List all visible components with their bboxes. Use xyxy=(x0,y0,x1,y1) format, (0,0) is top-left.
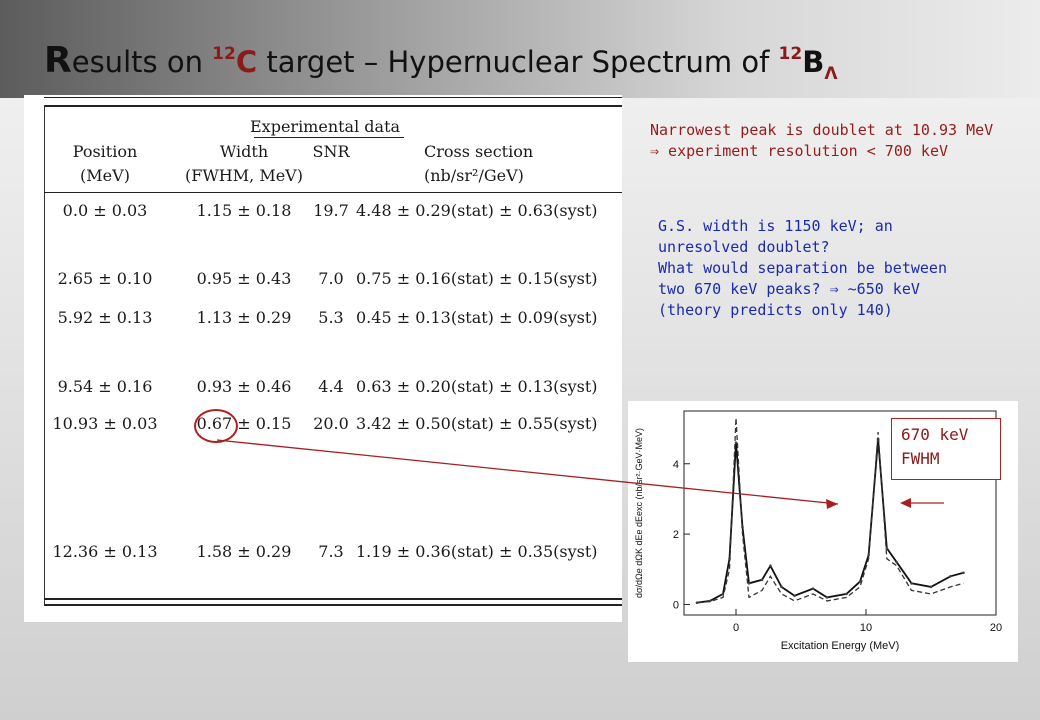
fwhm-annotation-label: FWHM xyxy=(901,449,940,468)
plot-frame xyxy=(683,410,997,616)
cell-snr: 7.0 xyxy=(318,269,344,288)
doublet-note-line: G.S. width is 1150 keV; an xyxy=(658,217,893,235)
y-tick-label: 0 xyxy=(673,599,679,611)
fwhm-annotation: 670 keV FWHM xyxy=(891,418,1001,480)
data-point xyxy=(780,585,783,589)
table-bottom-rule xyxy=(44,598,622,600)
resolution-note: Narrowest peak is doublet at 10.93 MeV ⇒… xyxy=(650,120,993,162)
cell-position: 10.93 ± 0.03 xyxy=(52,414,158,433)
cell-snr: 7.3 xyxy=(318,542,344,561)
data-point xyxy=(929,585,933,589)
cell-snr: 20.0 xyxy=(313,414,349,433)
header-position: Position xyxy=(72,142,138,161)
table-top-rule xyxy=(44,97,622,98)
title-sup-1: 12 xyxy=(212,44,236,65)
title-initial: R xyxy=(44,40,72,81)
cell-cross-section: 0.63 ± 0.20(stat) ± 0.13(syst) xyxy=(356,377,598,396)
data-point xyxy=(867,553,870,557)
cell-width: 1.58 ± 0.29 xyxy=(196,542,292,561)
cell-position: 2.65 ± 0.10 xyxy=(57,269,153,288)
table-top-rule-2 xyxy=(44,105,622,107)
header-width: Width xyxy=(219,142,269,161)
cell-cross-section: 3.42 ± 0.50(stat) ± 0.55(syst) xyxy=(356,414,598,433)
header-position-unit: (MeV) xyxy=(80,166,130,185)
cell-position: 0.0 ± 0.03 xyxy=(62,201,148,220)
cell-cross-section: 4.48 ± 0.29(stat) ± 0.63(syst) xyxy=(356,201,598,220)
data-point xyxy=(721,592,725,596)
cell-snr: 19.7 xyxy=(313,201,349,220)
cell-width: 0.93 ± 0.46 xyxy=(196,377,292,396)
group-title-underline xyxy=(254,137,404,138)
data-point xyxy=(858,580,862,583)
title-element-b: B xyxy=(802,45,825,79)
table-group-title: Experimental data xyxy=(250,117,401,136)
title-text-1: esults on xyxy=(71,45,213,79)
header-width-unit: (FWHM, MeV) xyxy=(185,166,303,185)
data-point xyxy=(962,571,965,575)
highlight-circle xyxy=(194,409,238,443)
title-text-2: target – Hypernuclear Spectrum of xyxy=(257,45,779,79)
doublet-note-line: What would separation be between xyxy=(658,259,947,277)
data-point xyxy=(769,564,772,568)
cell-width: 1.15 ± 0.18 xyxy=(196,201,292,220)
x-tick-label: 10 xyxy=(860,622,872,634)
header-snr: SNR xyxy=(312,142,350,161)
x-tick-label: 20 xyxy=(990,622,1002,634)
title-bar xyxy=(0,0,1040,98)
cell-width: 0.95 ± 0.43 xyxy=(196,269,292,288)
y-tick-label: 2 xyxy=(673,529,679,541)
cell-cross-section: 0.45 ± 0.13(stat) ± 0.09(syst) xyxy=(356,308,598,327)
header-cross-section: Cross section xyxy=(424,142,534,161)
data-point xyxy=(760,578,764,582)
header-rule xyxy=(44,192,622,193)
cell-position: 5.92 ± 0.13 xyxy=(57,308,153,327)
data-point xyxy=(885,546,889,550)
data-point xyxy=(910,582,913,585)
y-axis-label: dσ/dΩe dΩK dEe dEexc (nb/sr²·GeV·MeV) xyxy=(634,428,644,598)
data-point xyxy=(811,587,815,590)
cell-cross-section: 1.19 ± 0.36(stat) ± 0.35(syst) xyxy=(356,542,598,561)
data-point xyxy=(747,582,751,585)
cell-width: 1.13 ± 0.29 xyxy=(196,308,292,327)
data-point xyxy=(949,575,952,578)
title-lambda: Λ xyxy=(824,63,838,84)
fwhm-annotation-value: 670 keV xyxy=(901,425,969,444)
cell-snr: 5.3 xyxy=(318,308,344,327)
table-bottom-rule-2 xyxy=(44,604,622,606)
x-axis-label: Excitation Energy (MeV) xyxy=(781,640,900,652)
title-sup-2: 12 xyxy=(778,44,803,65)
doublet-note-line: unresolved doublet? xyxy=(658,238,830,256)
data-point xyxy=(793,594,796,597)
y-tick-label: 4 xyxy=(673,459,679,471)
header-cross-section-unit: (nb/sr²/GeV) xyxy=(424,166,524,185)
doublet-note-line: two 670 keV peaks? ⇒ ~650 keV xyxy=(658,280,920,298)
slide-title: Results on 12C target – Hypernuclear Spe… xyxy=(44,40,838,84)
data-point xyxy=(825,596,829,599)
data-table-panel: Experimental data Position (MeV) Width (… xyxy=(24,95,622,622)
resolution-note-line: ⇒ experiment resolution < 700 keV xyxy=(650,142,949,160)
table-left-border xyxy=(44,105,45,605)
doublet-note: G.S. width is 1150 keV; an unresolved do… xyxy=(658,216,947,321)
resolution-note-line: Narrowest peak is doublet at 10.93 MeV xyxy=(650,121,994,139)
x-tick-label: 0 xyxy=(733,622,739,634)
cell-snr: 4.4 xyxy=(318,377,344,396)
data-point xyxy=(895,560,898,564)
title-element-c: C xyxy=(235,45,258,79)
data-point xyxy=(845,592,848,596)
cell-position: 12.36 ± 0.13 xyxy=(52,542,158,561)
cell-position: 9.54 ± 0.16 xyxy=(57,377,153,396)
doublet-note-line: (theory predicts only 140) xyxy=(658,301,893,319)
cell-cross-section: 0.75 ± 0.16(stat) ± 0.15(syst) xyxy=(356,269,598,288)
